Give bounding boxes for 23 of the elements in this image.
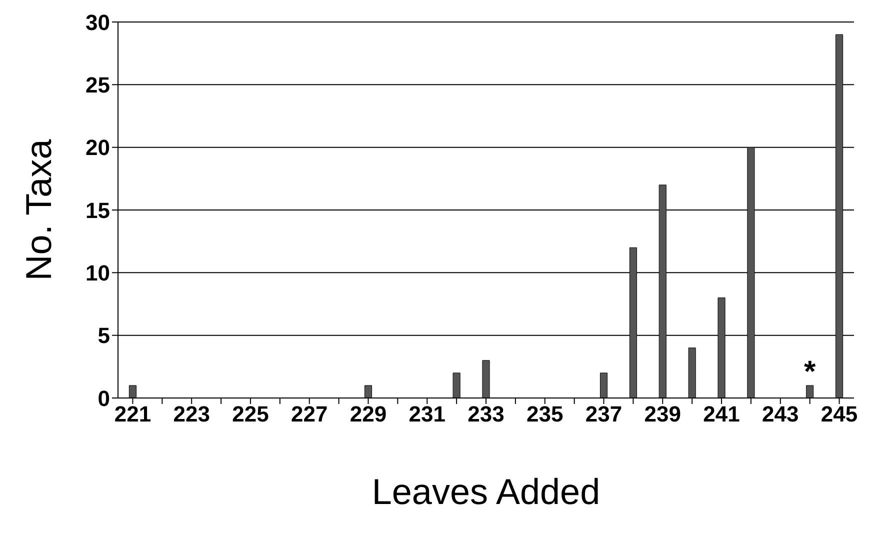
x-tick-label: 235 (526, 402, 564, 427)
x-tick-label: 237 (585, 402, 622, 427)
x-tick-label: 229 (350, 402, 387, 427)
y-tick-label: 10 (86, 260, 110, 286)
x-tick-label: 227 (291, 402, 328, 427)
x-tick-label: 225 (232, 402, 269, 427)
x-tick-label: 223 (173, 402, 210, 427)
x-tick-label: 233 (468, 402, 504, 427)
x-tick-label: 245 (820, 402, 858, 427)
y-tick-label: 30 (86, 10, 110, 35)
y-tick-label: 0 (98, 386, 110, 411)
annotation: * (804, 355, 816, 388)
y-tick-label: 15 (86, 198, 110, 223)
x-tick-label: 243 (762, 402, 799, 427)
x-tick-label: 221 (114, 402, 152, 427)
y-axis-title: No. Taxa (18, 138, 59, 281)
x-tick-label: 241 (703, 402, 740, 427)
x-tick-label: 239 (644, 402, 681, 427)
y-tick-label: 20 (86, 135, 110, 160)
x-tick-label: 231 (408, 402, 446, 427)
y-tick-label: 5 (98, 323, 110, 348)
y-tick-label: 25 (86, 72, 110, 98)
x-axis-title: Leaves Added (372, 471, 600, 512)
